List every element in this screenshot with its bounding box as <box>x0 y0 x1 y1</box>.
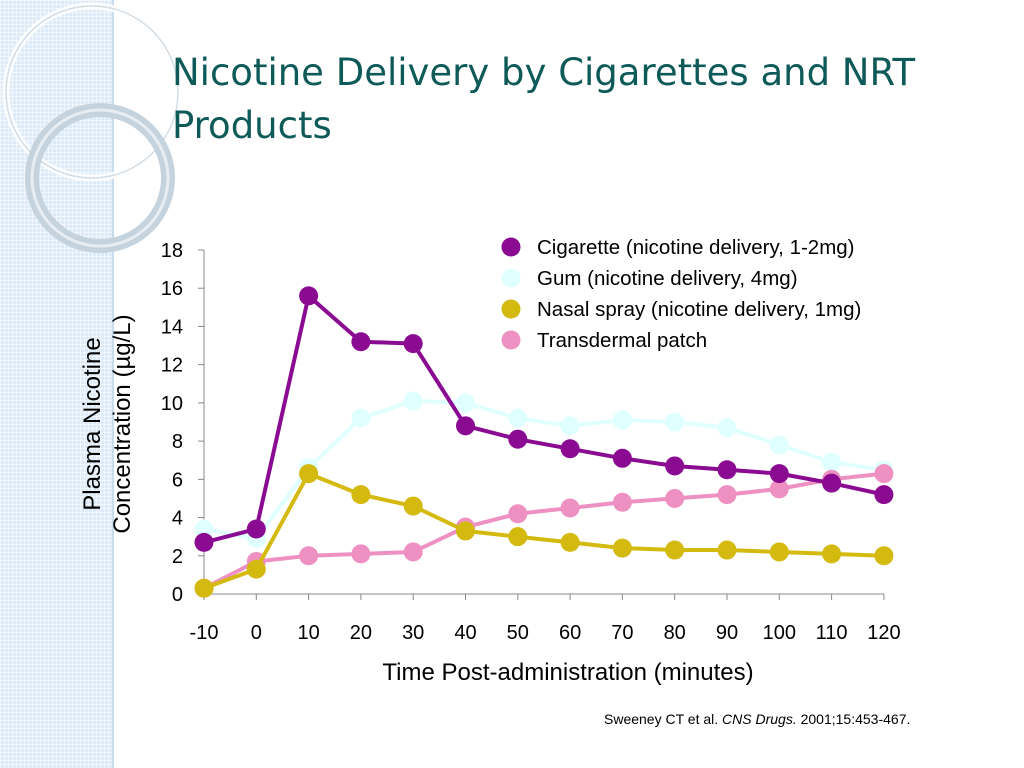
gum-data-point <box>612 410 632 430</box>
transdermal-patch-data-point <box>612 492 632 512</box>
cigarette-data-point <box>456 416 475 436</box>
x-tick-label: 100 <box>763 622 796 644</box>
nasal-spray-data-point <box>246 559 266 579</box>
gum-data-point <box>665 412 685 432</box>
nasal-spray-data-point <box>665 540 685 560</box>
transdermal-patch-data-point <box>665 488 685 508</box>
y-tick-label: 12 <box>161 355 183 377</box>
citation: Sweeney CT et al. CNS Drugs. 2001;15:453… <box>604 711 910 727</box>
y-tick-label: 6 <box>172 469 183 491</box>
nasal-spray-data-point <box>403 496 423 516</box>
nasal-spray-data-point <box>299 464 319 484</box>
x-tick-label: 90 <box>716 622 738 644</box>
y-tick-label: 2 <box>172 546 183 568</box>
x-tick-label: 70 <box>611 622 633 644</box>
x-tick-label: 40 <box>454 622 476 644</box>
x-tick-label: 20 <box>350 622 372 644</box>
x-tick-label: 60 <box>559 622 581 644</box>
cigarette-data-point <box>717 460 737 480</box>
legend-label: Gum (nicotine delivery, 4mg) <box>537 267 798 290</box>
y-tick-label: 16 <box>161 278 183 300</box>
cigarette-data-point <box>508 429 528 449</box>
y-tick-label: 0 <box>172 584 183 606</box>
x-tick-label: -10 <box>190 622 219 644</box>
legend-marker <box>501 330 521 350</box>
legend-marker <box>501 268 521 288</box>
nasal-spray-data-point <box>194 578 214 598</box>
cigarette-data-point <box>403 334 423 354</box>
cigarette-data-point <box>246 519 266 539</box>
nasal-spray-data-point <box>822 544 842 564</box>
y-tick-label: 8 <box>172 431 183 453</box>
legend-label: Nasal spray (nicotine delivery, 1mg) <box>537 298 861 321</box>
side-band-edge <box>112 0 114 768</box>
legend-label: Cigarette (nicotine delivery, 1-2mg) <box>537 236 855 259</box>
nasal-spray-data-point <box>874 546 894 566</box>
y-axis-title-line-2: Concentration (µg/L) <box>109 314 136 533</box>
y-tick-label: 18 <box>161 240 183 262</box>
nasal-spray-data-point <box>351 485 371 505</box>
citation-journal: CNS Drugs. <box>722 711 797 727</box>
y-axis-title-line-1: Plasma Nicotine <box>79 337 106 510</box>
gum-data-point <box>194 519 214 539</box>
gum-data-point <box>717 418 737 438</box>
y-axis-title: Plasma Nicotine Concentration (µg/L) <box>79 314 136 533</box>
x-tick-label: 120 <box>867 622 900 644</box>
gum-data-point <box>769 435 789 455</box>
x-tick-label: 110 <box>816 622 848 644</box>
cigarette-data-point <box>612 448 632 468</box>
y-tick-label: 4 <box>172 508 183 530</box>
cigarette-data-point <box>874 485 894 505</box>
x-tick-label: 50 <box>507 622 529 644</box>
nasal-spray-data-point <box>456 521 475 541</box>
gum-data-point <box>508 408 528 428</box>
nasal-spray-data-point <box>560 532 580 552</box>
citation-details: 2001;15:453-467. <box>800 711 911 727</box>
citation-authors: Sweeney CT et al. <box>604 711 719 727</box>
cigarette-data-point <box>299 286 319 306</box>
cigarette-data-point <box>194 532 214 552</box>
nasal-spray-data-point <box>508 527 528 547</box>
transdermal-patch-data-point <box>769 479 789 499</box>
transdermal-patch-data-point <box>874 464 894 484</box>
x-tick-label: 80 <box>664 622 686 644</box>
y-tick-label: 10 <box>161 393 183 415</box>
transdermal-patch-data-point <box>560 498 580 518</box>
transdermal-patch-data-point <box>508 504 528 524</box>
gum-data-point <box>456 393 475 413</box>
x-tick-label: 0 <box>251 622 262 644</box>
gum-data-point <box>822 452 842 472</box>
x-tick-label: 10 <box>297 622 319 644</box>
cigarette-data-point <box>822 473 842 493</box>
transdermal-patch-data-point <box>403 542 423 562</box>
cigarette-data-point <box>560 439 580 459</box>
cigarette-data-point <box>769 464 789 484</box>
x-tick-label: 30 <box>402 622 424 644</box>
cigarette-data-point <box>665 456 685 476</box>
gum-data-point <box>351 408 371 428</box>
nasal-spray-data-point <box>612 538 632 558</box>
gum-data-point <box>560 416 580 436</box>
chart-plot-area: 0 2 4 6 8 10 12 14 16 18 -10 0 10 20 30 40 50 60 70 80 90 100… <box>161 236 901 644</box>
x-axis-title: Time Post-administration (minutes) <box>382 659 753 686</box>
transdermal-patch-data-point <box>351 544 371 564</box>
transdermal-patch-data-point <box>299 546 319 566</box>
legend-marker <box>501 299 521 319</box>
legend-label: Transdermal patch <box>537 329 707 352</box>
nasal-spray-data-point <box>769 542 789 562</box>
gum-data-point <box>403 391 423 411</box>
nasal-spray-data-point <box>717 540 737 560</box>
cigarette-data-point <box>351 332 371 352</box>
decorative-rings <box>2 2 182 253</box>
y-tick-label: 14 <box>161 316 183 338</box>
slide-title: Nicotine Delivery by Cigarettes and NRT … <box>172 51 916 147</box>
legend-marker <box>501 237 521 257</box>
transdermal-patch-data-point <box>717 485 737 505</box>
